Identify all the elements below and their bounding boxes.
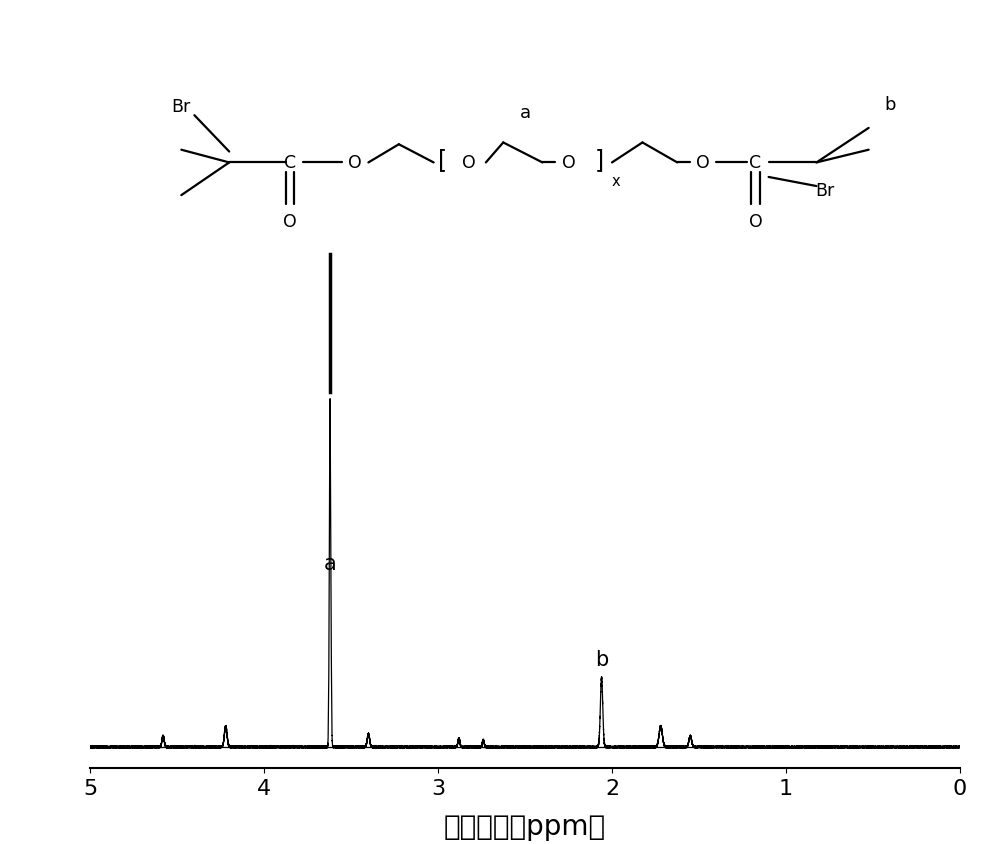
Text: a: a — [324, 553, 336, 573]
Text: [: [ — [438, 148, 447, 171]
Text: O: O — [283, 213, 297, 230]
Text: b: b — [885, 96, 896, 114]
X-axis label: 化学位移（ppm）: 化学位移（ppm） — [444, 812, 606, 840]
Text: O: O — [462, 154, 475, 172]
Text: C: C — [284, 154, 296, 172]
Text: x: x — [612, 174, 621, 189]
Text: O: O — [562, 154, 575, 172]
Text: O: O — [749, 213, 762, 230]
Text: ]: ] — [594, 148, 604, 171]
Text: C: C — [749, 154, 762, 172]
Text: O: O — [348, 154, 362, 172]
Text: Br: Br — [172, 98, 191, 116]
Text: a: a — [519, 104, 531, 122]
Text: Br: Br — [816, 181, 835, 199]
Text: b: b — [595, 649, 608, 668]
Text: O: O — [696, 154, 710, 172]
